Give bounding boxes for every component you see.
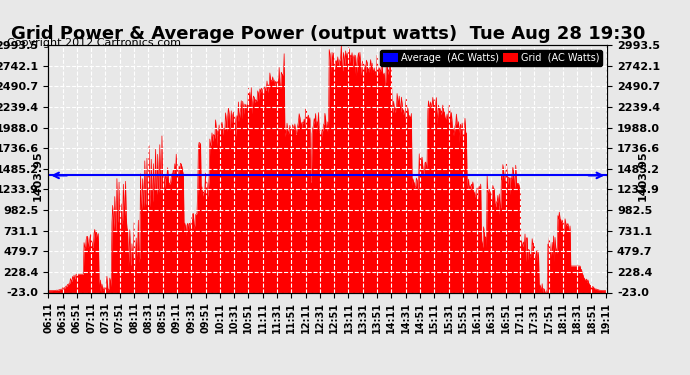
Legend: Average  (AC Watts), Grid  (AC Watts): Average (AC Watts), Grid (AC Watts) xyxy=(380,50,602,66)
Text: Copyright 2012 Cartronics.com: Copyright 2012 Cartronics.com xyxy=(7,38,181,48)
Text: 1403.95: 1403.95 xyxy=(638,150,648,201)
Text: 1403.95: 1403.95 xyxy=(32,150,43,201)
Title: Grid Power & Average Power (output watts)  Tue Aug 28 19:30: Grid Power & Average Power (output watts… xyxy=(10,26,645,44)
